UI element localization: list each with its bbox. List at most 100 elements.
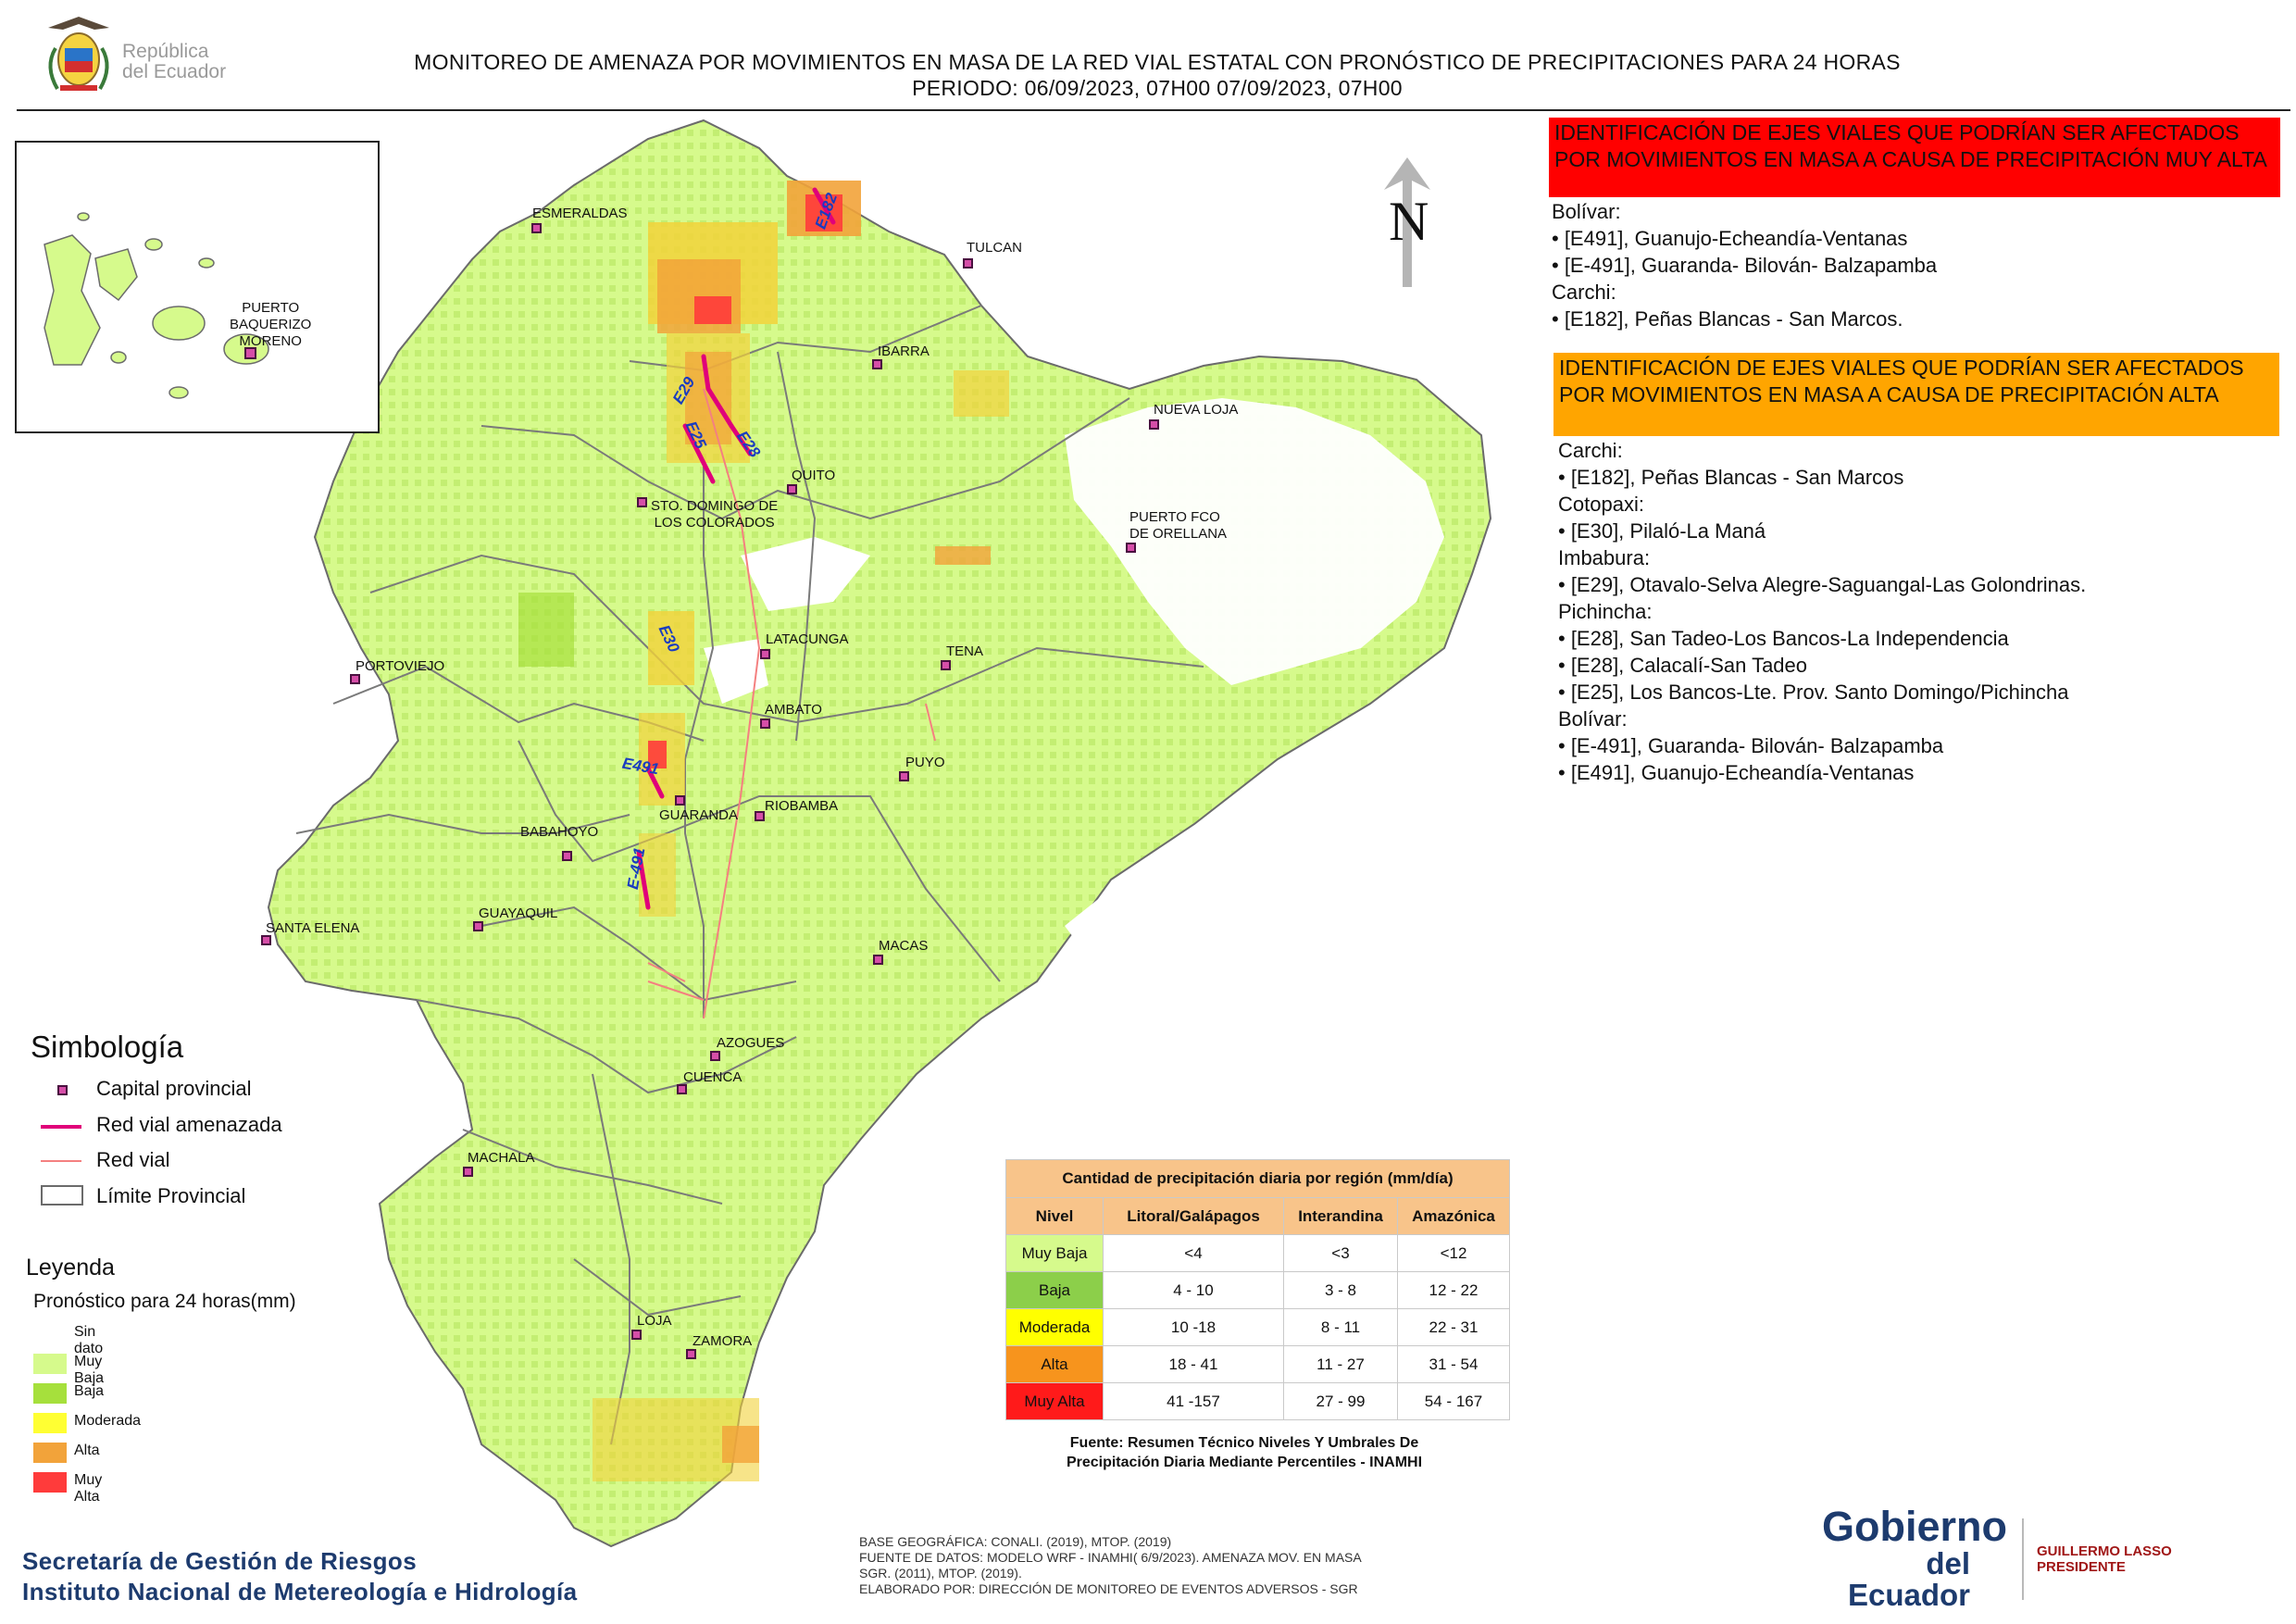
alta-header: IDENTIFICACIÓN DE EJES VIALES QUE PODRÍA…	[1554, 353, 2279, 436]
city-santa-elena: SANTA ELENA	[266, 920, 360, 936]
table-cell: 4 - 10	[1103, 1271, 1284, 1309]
footer-line: SGR. (2011), MTOP. (2019).	[859, 1566, 1022, 1580]
gobierno-logo: Gobierno del Ecuador	[1822, 1503, 2007, 1611]
footer-line: ELABORADO POR: DIRECCIÓN DE MONITOREO DE…	[859, 1581, 1358, 1596]
swatch-moderada	[33, 1413, 67, 1433]
org-credits: Secretaría de Gestión de Riesgos Institu…	[22, 1546, 578, 1607]
city-guayaquil: GUAYAQUIL	[479, 906, 558, 921]
city-sto-domingo: STO. DOMINGO DE LOS COLORADOS	[651, 498, 779, 531]
city-azogues: AZOGUES	[717, 1035, 785, 1051]
alta-line: Imbabura:	[1558, 546, 1651, 569]
muy-alta-header-text: IDENTIFICACIÓN DE EJES VIALES QUE PODRÍA…	[1554, 120, 2267, 171]
logo-divider	[2022, 1518, 2024, 1600]
president-credit: GUILLERMO LASSO PRESIDENTE	[2037, 1543, 2172, 1575]
table-cell: <4	[1103, 1234, 1284, 1272]
city-ibarra: IBARRA	[878, 344, 930, 359]
footer-line: FUENTE DE DATOS: MODELO WRF - INAMHI( 6/…	[859, 1550, 1362, 1565]
precip-table-wrap: Cantidad de precipitación diaria por reg…	[1005, 1159, 1510, 1420]
muy-alta-header: IDENTIFICACIÓN DE EJES VIALES QUE PODRÍA…	[1549, 118, 2280, 197]
city-orellana: PUERTO FCO DE ORELLANA	[1129, 509, 1228, 542]
precip-table: Cantidad de precipitación diaria por reg…	[1005, 1159, 1510, 1420]
inset-city-label: PUERTO BAQUERIZO MORENO	[230, 300, 312, 349]
col-header: Litoral/Galápagos	[1103, 1197, 1284, 1235]
table-cell: 54 - 167	[1397, 1382, 1510, 1420]
alta-line: • [E25], Los Bancos-Lte. Prov. Santo Dom…	[1558, 681, 2069, 704]
table-cell: 3 - 8	[1283, 1271, 1398, 1309]
capital-marker	[473, 921, 483, 931]
leyenda-label: Alta	[74, 1443, 100, 1458]
table-cell: 18 - 41	[1103, 1345, 1284, 1383]
leyenda-label: Moderada	[74, 1413, 142, 1429]
logo-republica: República	[122, 41, 209, 62]
alta-line: • [E28], San Tadeo-Los Bancos-La Indepen…	[1558, 627, 2009, 650]
table-row: Muy Baja <4 <3 <12	[1005, 1234, 1510, 1272]
simbologia-red-amenazada: Red vial amenazada	[96, 1113, 282, 1136]
map-title: MONITOREO DE AMENAZA POR MOVIMIENTOS EN …	[414, 50, 1901, 74]
simbologia-capital: Capital provincial	[96, 1077, 252, 1100]
alta-line: • [E-491], Guaranda- Bilován- Balzapamba	[1558, 734, 1944, 757]
leyenda-label: Sin dato	[74, 1324, 104, 1356]
president-name: GUILLERMO LASSO	[2037, 1543, 2172, 1559]
simbologia-red-vial: Red vial	[96, 1148, 170, 1171]
city-esmeraldas: ESMERALDAS	[532, 206, 628, 221]
city-tulcan: TULCAN	[967, 240, 1023, 256]
capital-marker	[631, 1330, 642, 1340]
city-macas: MACAS	[879, 938, 929, 954]
muy-alta-line: Carchi:	[1552, 281, 1616, 304]
source-line: Fuente: Resumen Técnico Niveles Y Umbral…	[1069, 1435, 1419, 1451]
provincial-limit-symbol	[41, 1185, 83, 1206]
org-inamhi: Instituto Nacional de Metereología e Hid…	[22, 1578, 578, 1605]
city-ambato: AMBATO	[765, 702, 822, 718]
muy-alta-line: • [E-491], Guaranda- Bilován- Balzapamba	[1552, 254, 1938, 277]
table-cell: 22 - 31	[1397, 1308, 1510, 1346]
capital-marker	[899, 771, 909, 781]
footer-credits: BASE GEOGRÁFICA: CONALI. (2019), MTOP. (…	[859, 1534, 1362, 1597]
city-guaranda: GUARANDA	[659, 807, 739, 823]
capital-marker	[755, 811, 765, 821]
table-cell: <3	[1283, 1234, 1398, 1272]
table-cell: 27 - 99	[1283, 1382, 1398, 1420]
capital-marker	[1149, 419, 1159, 430]
ecuador-map	[267, 119, 1492, 1548]
city-puyo: PUYO	[905, 755, 945, 770]
table-cell: <12	[1397, 1234, 1510, 1272]
table-row: Alta 18 - 41 11 - 27 31 - 54	[1005, 1345, 1510, 1383]
muy-alta-list: Bolívar: • [E491], Guanujo-Echeandía-Ven…	[1552, 198, 1937, 332]
muy-alta-line: • [E182], Peñas Blancas - San Marcos.	[1552, 307, 1903, 331]
table-cell: 12 - 22	[1397, 1271, 1510, 1309]
swatch-alta	[33, 1443, 67, 1463]
alta-line: • [E29], Otavalo-Selva Alegre-Saguangal-…	[1558, 573, 2087, 596]
del-ecuador-word: del Ecuador	[1847, 1546, 1970, 1612]
precip-table-title: Cantidad de precipitación diaria por reg…	[1005, 1159, 1510, 1198]
precip-table-source: Fuente: Resumen Técnico Niveles Y Umbral…	[1005, 1433, 1483, 1472]
alta-line: Carchi:	[1558, 439, 1623, 462]
nivel-cell: Baja	[1005, 1271, 1104, 1309]
capital-marker	[350, 674, 360, 684]
inset-capital-marker	[244, 347, 256, 359]
nivel-cell: Moderada	[1005, 1308, 1104, 1346]
col-header: Interandina	[1283, 1197, 1398, 1235]
alta-line: • [E491], Guanujo-Echeandía-Ventanas	[1558, 761, 1915, 784]
table-cell: 11 - 27	[1283, 1345, 1398, 1383]
president-title: PRESIDENTE	[2037, 1559, 2126, 1575]
city-nueva-loja: NUEVA LOJA	[1154, 402, 1239, 418]
capital-symbol	[57, 1085, 68, 1095]
gobierno-word: Gobierno	[1822, 1503, 2007, 1550]
city-machala: MACHALA	[468, 1150, 535, 1166]
alta-line: Pichincha:	[1558, 600, 1653, 623]
swatch-muy-baja	[33, 1354, 67, 1374]
city-cuenca: CUENCA	[683, 1069, 742, 1085]
capital-marker	[675, 795, 685, 806]
city-loja: LOJA	[637, 1313, 672, 1329]
capital-marker	[261, 935, 271, 945]
swatch-muy-alta	[33, 1472, 67, 1493]
capital-marker	[941, 660, 951, 670]
city-quito: QUITO	[792, 468, 836, 483]
header-divider	[17, 109, 2290, 111]
capital-marker	[686, 1349, 696, 1359]
muy-alta-line: • [E491], Guanujo-Echeandía-Ventanas	[1552, 227, 1908, 250]
city-babahoyo: BABAHOYO	[520, 824, 599, 840]
map-period: PERIODO: 06/09/2023, 07H00 07/09/2023, 0…	[912, 76, 1403, 100]
city-portoviejo: PORTOVIEJO	[356, 658, 445, 674]
table-cell: 41 -157	[1103, 1382, 1284, 1420]
